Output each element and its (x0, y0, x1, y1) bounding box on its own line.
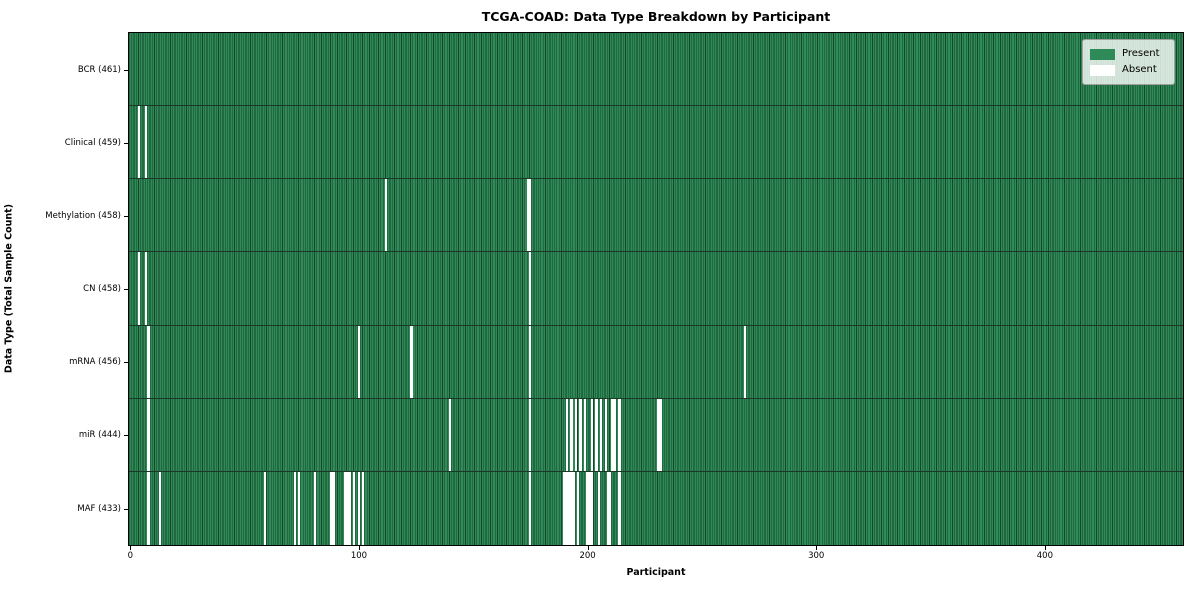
row-clinical (129, 106, 1183, 180)
x-tick-mark (130, 546, 132, 550)
absent-marker (147, 325, 150, 398)
absent-marker (353, 471, 356, 545)
chart-title: TCGA-COAD: Data Type Breakdown by Partic… (481, 9, 831, 24)
x-tick-label-200: 200 (579, 551, 596, 561)
x-tick-mark (587, 546, 589, 550)
absent-marker (147, 471, 150, 545)
absent-marker (263, 471, 267, 545)
absent-marker (529, 252, 532, 325)
y-tick-mark (124, 289, 128, 291)
row-methylation (129, 179, 1183, 253)
absent-marker (590, 398, 594, 471)
x-tick-label-300: 300 (808, 551, 825, 561)
absent-marker (611, 398, 616, 471)
absent-marker (145, 252, 148, 325)
y-tick-label-mir: miR (444) (78, 430, 121, 441)
absent-marker (343, 471, 351, 545)
x-tick-mark (816, 546, 818, 550)
absent-marker (606, 471, 612, 545)
absent-marker (657, 398, 662, 471)
absent-marker (529, 398, 532, 471)
legend-label: Present (1122, 48, 1160, 59)
absent-marker (357, 471, 360, 545)
absent-marker (597, 471, 600, 545)
absent-marker (618, 471, 621, 545)
absent-marker (529, 325, 532, 398)
absent-marker (362, 471, 365, 545)
y-tick-mark (124, 362, 128, 364)
absent-marker (449, 398, 452, 471)
legend-swatch-absent (1090, 64, 1115, 76)
y-tick-mark (124, 216, 128, 218)
legend-label: Absent (1122, 64, 1157, 75)
absent-marker (410, 325, 413, 398)
y-tick-label-bcr: BCR (461) (77, 64, 121, 75)
absent-marker (138, 252, 141, 325)
absent-marker (138, 106, 141, 179)
y-tick-mark (124, 508, 128, 510)
absent-marker (385, 179, 388, 252)
absent-marker (357, 325, 360, 398)
y-tick-label-maf: MAF (433) (77, 503, 121, 514)
absent-marker (586, 471, 594, 545)
absent-marker (604, 398, 607, 471)
plot-area (128, 32, 1184, 546)
y-tick-mark (124, 69, 128, 71)
absent-marker (529, 471, 532, 545)
y-tick-label-mrna: mRNA (456) (69, 357, 121, 368)
absent-marker (526, 179, 532, 252)
absent-marker (293, 471, 296, 545)
row-bcr (129, 33, 1183, 107)
legend-swatch-present (1090, 48, 1115, 60)
absent-marker (744, 325, 747, 398)
absent-marker (147, 398, 150, 471)
absent-marker (563, 471, 575, 545)
row-cn (129, 252, 1183, 326)
absent-marker (158, 471, 161, 545)
x-tick-label-100: 100 (350, 551, 368, 561)
absent-marker (298, 471, 301, 545)
x-axis-label: Participant (626, 567, 686, 578)
absent-marker (145, 106, 148, 179)
y-tick-mark (124, 435, 128, 437)
legend: Present Absent (1082, 39, 1175, 85)
x-tick-label-0: 0 (127, 551, 134, 561)
x-tick-mark (1044, 546, 1046, 550)
y-tick-mark (124, 142, 128, 144)
row-maf (129, 471, 1183, 545)
y-tick-label-methylation: Methylation (458) (45, 211, 121, 222)
absent-marker (574, 398, 578, 471)
absent-marker (583, 398, 587, 471)
x-tick-mark (358, 546, 360, 550)
absent-marker (595, 398, 598, 471)
y-tick-label-clinical: Clinical (459) (64, 137, 121, 148)
absent-marker (599, 398, 603, 471)
absent-marker (579, 398, 582, 471)
absent-marker (570, 398, 573, 471)
legend-item-present: Present (1090, 46, 1166, 62)
absent-marker (314, 471, 317, 545)
row-mrna (129, 325, 1183, 399)
absent-marker (565, 398, 568, 471)
legend-item-absent: Absent (1090, 62, 1166, 78)
y-tick-label-cn: CN (458) (83, 284, 121, 295)
absent-marker (330, 471, 335, 545)
x-tick-label-400: 400 (1036, 551, 1053, 561)
absent-marker (577, 471, 580, 545)
row-mir (129, 398, 1183, 472)
absent-marker (618, 398, 621, 471)
